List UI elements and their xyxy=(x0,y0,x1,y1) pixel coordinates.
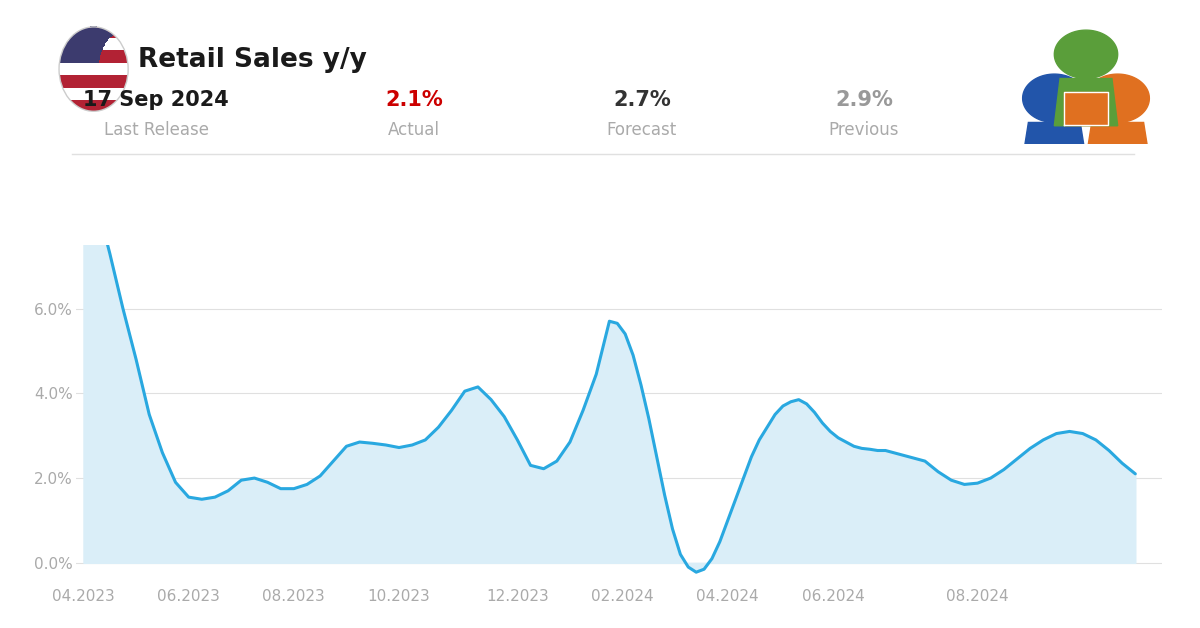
Polygon shape xyxy=(61,52,101,54)
Polygon shape xyxy=(60,58,100,59)
Polygon shape xyxy=(64,48,103,50)
Polygon shape xyxy=(64,47,103,48)
Polygon shape xyxy=(62,51,102,52)
Polygon shape xyxy=(67,42,107,43)
Polygon shape xyxy=(67,41,107,42)
Polygon shape xyxy=(60,60,100,62)
Text: 2.7%: 2.7% xyxy=(613,90,671,111)
Polygon shape xyxy=(77,31,110,33)
Polygon shape xyxy=(1055,30,1117,78)
Polygon shape xyxy=(68,40,108,41)
Polygon shape xyxy=(70,38,109,40)
Text: Last Release: Last Release xyxy=(103,121,209,139)
Text: Actual: Actual xyxy=(388,121,440,139)
Polygon shape xyxy=(74,33,113,34)
Polygon shape xyxy=(79,30,108,31)
Polygon shape xyxy=(1022,74,1086,122)
Text: 17 Sep 2024: 17 Sep 2024 xyxy=(83,90,229,111)
Polygon shape xyxy=(60,59,100,60)
Polygon shape xyxy=(61,55,101,57)
Polygon shape xyxy=(82,29,106,30)
Polygon shape xyxy=(61,54,101,55)
Polygon shape xyxy=(1086,74,1150,122)
Polygon shape xyxy=(72,36,112,37)
Polygon shape xyxy=(1022,122,1086,159)
Polygon shape xyxy=(1064,92,1108,124)
Text: Previous: Previous xyxy=(829,121,899,139)
Polygon shape xyxy=(90,26,97,28)
Text: 2.9%: 2.9% xyxy=(835,90,893,111)
Polygon shape xyxy=(84,28,103,29)
Polygon shape xyxy=(62,50,102,51)
Polygon shape xyxy=(1055,78,1117,126)
Polygon shape xyxy=(65,45,104,46)
Polygon shape xyxy=(65,46,104,47)
Text: Retail Sales y/y: Retail Sales y/y xyxy=(138,46,367,73)
Polygon shape xyxy=(73,34,113,36)
Polygon shape xyxy=(60,62,100,63)
Polygon shape xyxy=(71,37,110,38)
Text: 2.1%: 2.1% xyxy=(385,90,443,111)
Polygon shape xyxy=(59,27,128,111)
Text: Forecast: Forecast xyxy=(607,121,677,139)
Polygon shape xyxy=(1086,122,1150,159)
Polygon shape xyxy=(60,57,100,58)
Polygon shape xyxy=(66,43,106,45)
